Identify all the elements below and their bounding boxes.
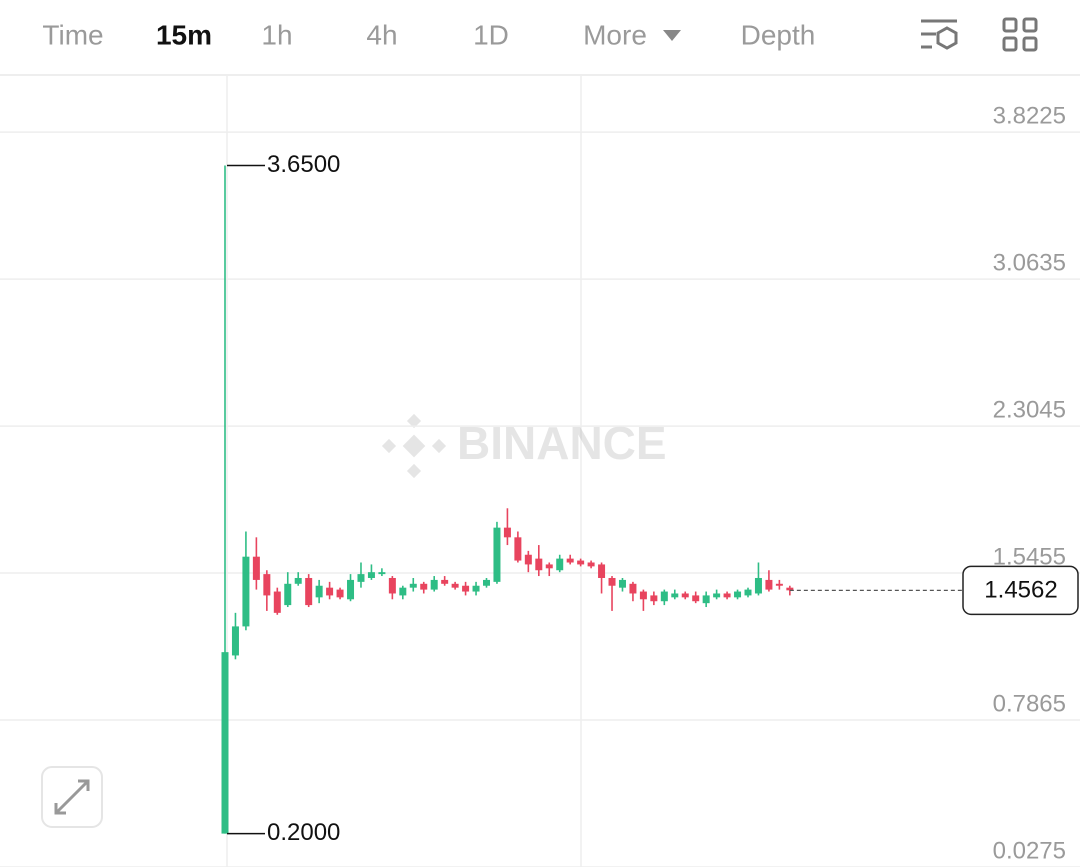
candle-body [399,587,407,596]
candle-body [566,558,574,563]
candle-body [388,577,396,594]
candle-body [284,583,292,606]
timeframe-tab[interactable]: 15m [156,19,212,50]
dropdown-arrow [663,30,681,41]
last-price-label: 1.4562 [984,577,1057,604]
watermark-text: BINANCE [457,417,667,469]
candle-body [734,591,742,598]
fullscreen-button[interactable] [41,766,103,828]
y-tick-label: 3.0635 [993,249,1066,276]
candle-body [598,564,606,578]
candle-body [483,579,490,586]
timeframe-tab[interactable]: More [583,19,647,50]
y-tick-label: 3.8225 [993,102,1066,129]
extreme-marker-label: 3.6500 [267,151,340,178]
candle-body [242,556,250,627]
candle-body [639,591,647,600]
candle-body [378,572,386,575]
candle-body [347,579,355,600]
candle-body [315,585,323,598]
indicator-icon[interactable] [921,19,958,50]
candle-body [514,537,522,561]
candle-body [221,652,229,834]
candle-body [326,587,334,596]
extreme-marker-label: 0.2000 [267,819,340,846]
candle-body [608,577,616,586]
candle-body [713,593,721,598]
candle-body [472,585,480,592]
candle-body [451,583,459,588]
candle-body [263,574,271,596]
candle-body [357,574,365,582]
timeframe-tab[interactable]: 1D [473,19,509,50]
candle-body [430,579,438,590]
y-tick-label: 0.0275 [993,837,1066,864]
y-tick-label: 2.3045 [993,396,1066,423]
candle-body [273,591,281,613]
last-price-box [962,565,1079,616]
candle-body [420,583,428,590]
candle-body [252,556,260,580]
timeframe-tab[interactable]: 4h [366,19,397,50]
candle-body [587,562,595,567]
candle-body [744,589,752,596]
candle-body [294,577,302,584]
candle-body [775,583,783,586]
candle-body [660,591,668,602]
candle-body [671,593,679,598]
candle-body [441,579,449,584]
candle-body [556,558,564,571]
candle-body [618,579,626,588]
y-tick-label: 0.7865 [993,690,1066,717]
candle-body [650,595,658,602]
candle-body [336,589,344,598]
layout-icon[interactable] [1002,17,1038,52]
candle-body [493,527,501,582]
candle-body [305,577,313,606]
candle-body [681,593,689,598]
candle-body [503,527,511,538]
candle-body [409,583,417,588]
timeframe-tab[interactable]: Time [42,19,103,50]
candle-body [754,577,762,594]
candle-body [629,583,637,594]
candle-body [535,558,543,571]
candle-body [231,626,239,656]
candle-body [462,585,470,592]
candle-body [765,579,773,590]
candle-body [367,572,375,578]
candle-body [545,564,553,569]
candle-body [723,593,731,598]
timeframe-tab[interactable]: 1h [261,19,292,50]
candle-body [692,595,700,602]
candle-body [524,554,532,565]
candle-body [786,587,794,591]
candle-body [702,595,710,604]
timeframe-tab[interactable]: Depth [741,19,816,50]
candle-body [577,560,585,565]
